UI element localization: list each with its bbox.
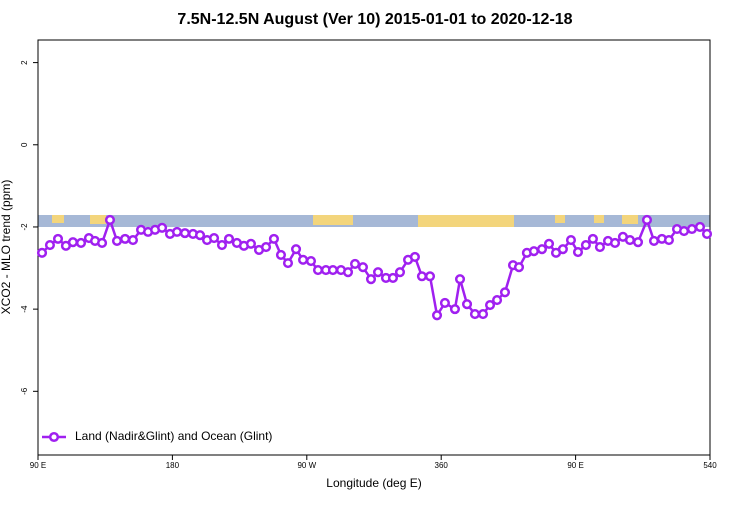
- y-axis-label: XCO2 - MLO trend (ppm): [0, 180, 13, 315]
- data-point: [327, 265, 338, 276]
- data-point: [641, 214, 653, 226]
- data-point: [298, 254, 309, 265]
- data-point: [305, 256, 317, 267]
- data-point: [194, 230, 206, 241]
- data-point: [36, 247, 48, 258]
- data-point: [431, 310, 443, 321]
- data-point: [223, 233, 235, 244]
- data-point: [686, 223, 697, 235]
- data-point: [357, 262, 368, 273]
- data-point: [609, 237, 621, 249]
- data-point: [171, 226, 183, 237]
- data-point: [127, 235, 139, 246]
- data-point: [663, 235, 674, 246]
- data-point: [461, 299, 473, 310]
- data-point: [454, 274, 466, 285]
- data-point: [477, 309, 489, 320]
- data-point: [104, 214, 116, 226]
- data-point: [528, 246, 539, 257]
- x-axis-label: Longitude (deg E): [326, 476, 421, 490]
- x-tick-label: 540: [703, 461, 717, 470]
- data-point: [349, 258, 361, 269]
- data-point: [245, 238, 256, 249]
- data-point: [365, 274, 377, 285]
- data-point: [632, 237, 644, 248]
- land-ocean-strip: [38, 215, 710, 227]
- data-point: [557, 244, 568, 255]
- data-point: [416, 271, 427, 282]
- data-point: [424, 271, 436, 282]
- data-point: [111, 235, 123, 246]
- y-tick-label: -4: [20, 305, 29, 313]
- data-point: [572, 246, 584, 258]
- data-point: [484, 299, 496, 311]
- data-point: [439, 297, 450, 309]
- data-point: [179, 228, 190, 239]
- data-point: [372, 267, 384, 278]
- data-point: [52, 233, 64, 244]
- data-point: [97, 237, 108, 249]
- data-point: [44, 239, 55, 251]
- data-point: [624, 235, 636, 246]
- data-point: [120, 233, 131, 244]
- data-point: [694, 221, 706, 233]
- data-point: [513, 262, 525, 273]
- data-point: [275, 249, 287, 260]
- data-point: [268, 233, 279, 244]
- data-point: [543, 238, 555, 249]
- data-point: [216, 239, 228, 251]
- data-point: [312, 265, 324, 276]
- data-point: [469, 309, 480, 320]
- chart-title: 7.5N-12.5N August (Ver 10) 2015-01-01 to…: [177, 11, 572, 28]
- data-point: [75, 237, 87, 249]
- x-tick-label: 90 E: [30, 461, 46, 470]
- data-point: [580, 239, 591, 251]
- y-tick-label: 0: [20, 142, 29, 147]
- y-tick-label: 2: [20, 60, 29, 65]
- data-point: [499, 287, 511, 298]
- y-tick-label: -2: [20, 223, 29, 231]
- data-point: [387, 272, 399, 283]
- data-point: [157, 222, 168, 233]
- data-point: [701, 228, 713, 239]
- data-point: [594, 242, 605, 253]
- data-point: [394, 267, 406, 278]
- data-point: [260, 242, 272, 253]
- data-point: [536, 244, 548, 255]
- data-point: [342, 267, 354, 278]
- legend-label: Land (Nadir&Glint) and Ocean (Glint): [75, 429, 272, 443]
- data-point: [678, 226, 690, 237]
- y-tick-label: -6: [20, 387, 29, 395]
- x-tick-label: 90 E: [567, 461, 583, 470]
- data-point: [67, 237, 78, 248]
- data-point: [449, 304, 460, 315]
- x-tick-label: 360: [435, 461, 449, 470]
- data-point: [290, 244, 302, 255]
- data-point: [209, 232, 220, 244]
- data-point: [409, 251, 420, 263]
- x-tick-label: 90 W: [297, 461, 316, 470]
- plot-frame: [37, 39, 711, 456]
- data-point: [648, 235, 660, 246]
- data-point: [282, 258, 294, 269]
- legend-marker: [48, 431, 60, 443]
- data-point: [565, 235, 577, 246]
- data-point: [492, 295, 503, 306]
- data-point: [587, 233, 598, 244]
- x-tick-label: 180: [166, 461, 180, 470]
